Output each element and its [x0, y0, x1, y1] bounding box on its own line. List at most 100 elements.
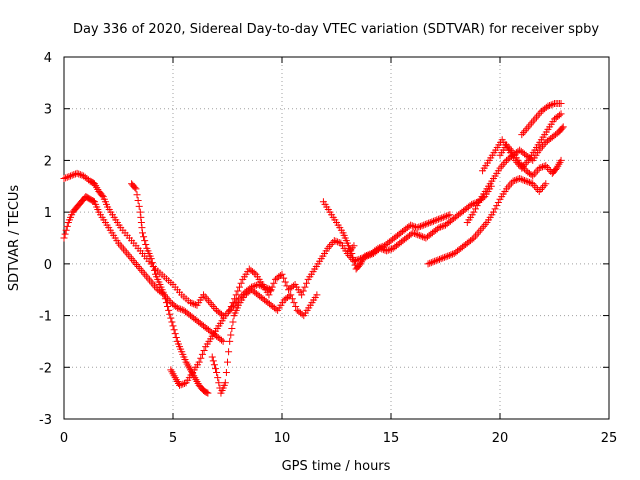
data-point-marker — [557, 110, 565, 118]
data-point-marker — [138, 224, 146, 232]
data-point-marker — [379, 246, 387, 254]
data-point-marker — [251, 282, 259, 290]
data-point-marker — [475, 198, 483, 206]
data-point-marker — [129, 257, 137, 265]
data-point-marker — [356, 255, 364, 263]
data-point-marker — [555, 111, 563, 119]
data-point-marker — [540, 182, 548, 190]
data-point-marker — [534, 111, 542, 119]
data-point-marker — [267, 287, 275, 295]
data-point-marker — [289, 282, 297, 290]
data-point-marker — [432, 257, 440, 265]
data-point-marker — [208, 353, 216, 361]
data-point-marker — [415, 231, 423, 239]
data-point-marker — [494, 198, 502, 206]
data-point-marker — [147, 278, 155, 286]
data-point-marker — [491, 205, 499, 213]
data-point-marker — [62, 226, 70, 234]
data-point-marker — [149, 280, 157, 288]
data-point-marker — [141, 270, 149, 278]
x-tick-label: 10 — [274, 431, 291, 446]
data-point-marker — [383, 247, 391, 255]
data-point-marker — [149, 262, 157, 270]
data-point-marker — [524, 178, 532, 186]
data-point-marker — [542, 180, 550, 188]
data-point-marker — [355, 255, 363, 263]
data-point-marker — [161, 295, 169, 303]
data-point-marker — [522, 177, 530, 185]
y-tick-label: 1 — [44, 206, 52, 221]
data-point-marker — [352, 257, 360, 265]
data-point-marker — [537, 186, 545, 194]
y-axis-label: SDTVAR / TECUs — [7, 185, 22, 292]
data-point-marker — [138, 229, 146, 237]
data-point-marker — [63, 173, 71, 181]
data-point-marker — [539, 184, 547, 192]
data-point-marker — [191, 301, 199, 309]
data-point-marker — [444, 211, 452, 219]
data-point-marker — [281, 278, 289, 286]
data-point-marker — [498, 162, 506, 170]
data-point-marker — [447, 251, 455, 259]
data-point-marker — [136, 208, 144, 216]
data-point-marker — [272, 305, 280, 313]
data-point-marker — [231, 295, 239, 303]
data-point-marker — [358, 254, 366, 262]
track-2 — [60, 193, 227, 345]
data-point-marker — [128, 255, 136, 263]
y-tick-label: -1 — [39, 310, 52, 325]
y-tick-label: -3 — [39, 413, 52, 428]
data-point-marker — [415, 223, 423, 231]
data-point-marker — [70, 171, 78, 179]
data-point-marker — [288, 295, 296, 303]
data-point-marker — [298, 310, 306, 318]
data-point-marker — [440, 222, 448, 230]
data-point-marker — [421, 220, 429, 228]
data-point-marker — [235, 283, 243, 291]
data-point-marker — [303, 279, 311, 287]
track-9 — [424, 175, 550, 268]
data-point-marker — [176, 381, 184, 389]
data-point-marker — [62, 174, 70, 182]
data-point-marker — [227, 331, 235, 339]
data-point-marker — [409, 229, 417, 237]
data-point-marker — [426, 218, 434, 226]
data-point-marker — [384, 246, 392, 254]
data-markers — [60, 100, 567, 397]
data-point-marker — [142, 240, 150, 248]
data-point-marker — [518, 131, 526, 139]
data-point-marker — [250, 269, 258, 277]
data-point-marker — [531, 115, 539, 123]
data-point-marker — [198, 350, 206, 358]
data-point-marker — [544, 102, 552, 110]
track-10 — [463, 123, 567, 226]
data-point-marker — [540, 162, 548, 170]
data-point-marker — [446, 211, 454, 219]
data-point-marker — [268, 283, 276, 291]
data-point-marker — [501, 158, 509, 166]
data-point-marker — [468, 200, 476, 208]
data-point-marker — [434, 256, 442, 264]
data-point-marker — [543, 164, 551, 172]
data-point-marker — [521, 127, 529, 135]
data-point-marker — [536, 109, 544, 117]
data-point-marker — [489, 208, 497, 216]
data-point-marker — [131, 259, 139, 267]
data-point-marker — [425, 219, 433, 227]
data-point-marker — [210, 361, 218, 369]
data-point-marker — [204, 297, 212, 305]
data-point-marker — [270, 279, 278, 287]
data-point-marker — [559, 123, 567, 131]
data-point-marker — [521, 176, 529, 184]
data-point-marker — [335, 239, 343, 247]
data-point-marker — [410, 229, 418, 237]
data-point-marker — [290, 299, 298, 307]
data-point-marker — [476, 226, 484, 234]
track-12 — [496, 141, 565, 180]
data-point-marker — [493, 202, 501, 210]
data-point-marker — [299, 287, 307, 295]
track-4 — [167, 281, 275, 389]
data-point-marker — [438, 214, 446, 222]
data-point-marker — [557, 100, 565, 108]
